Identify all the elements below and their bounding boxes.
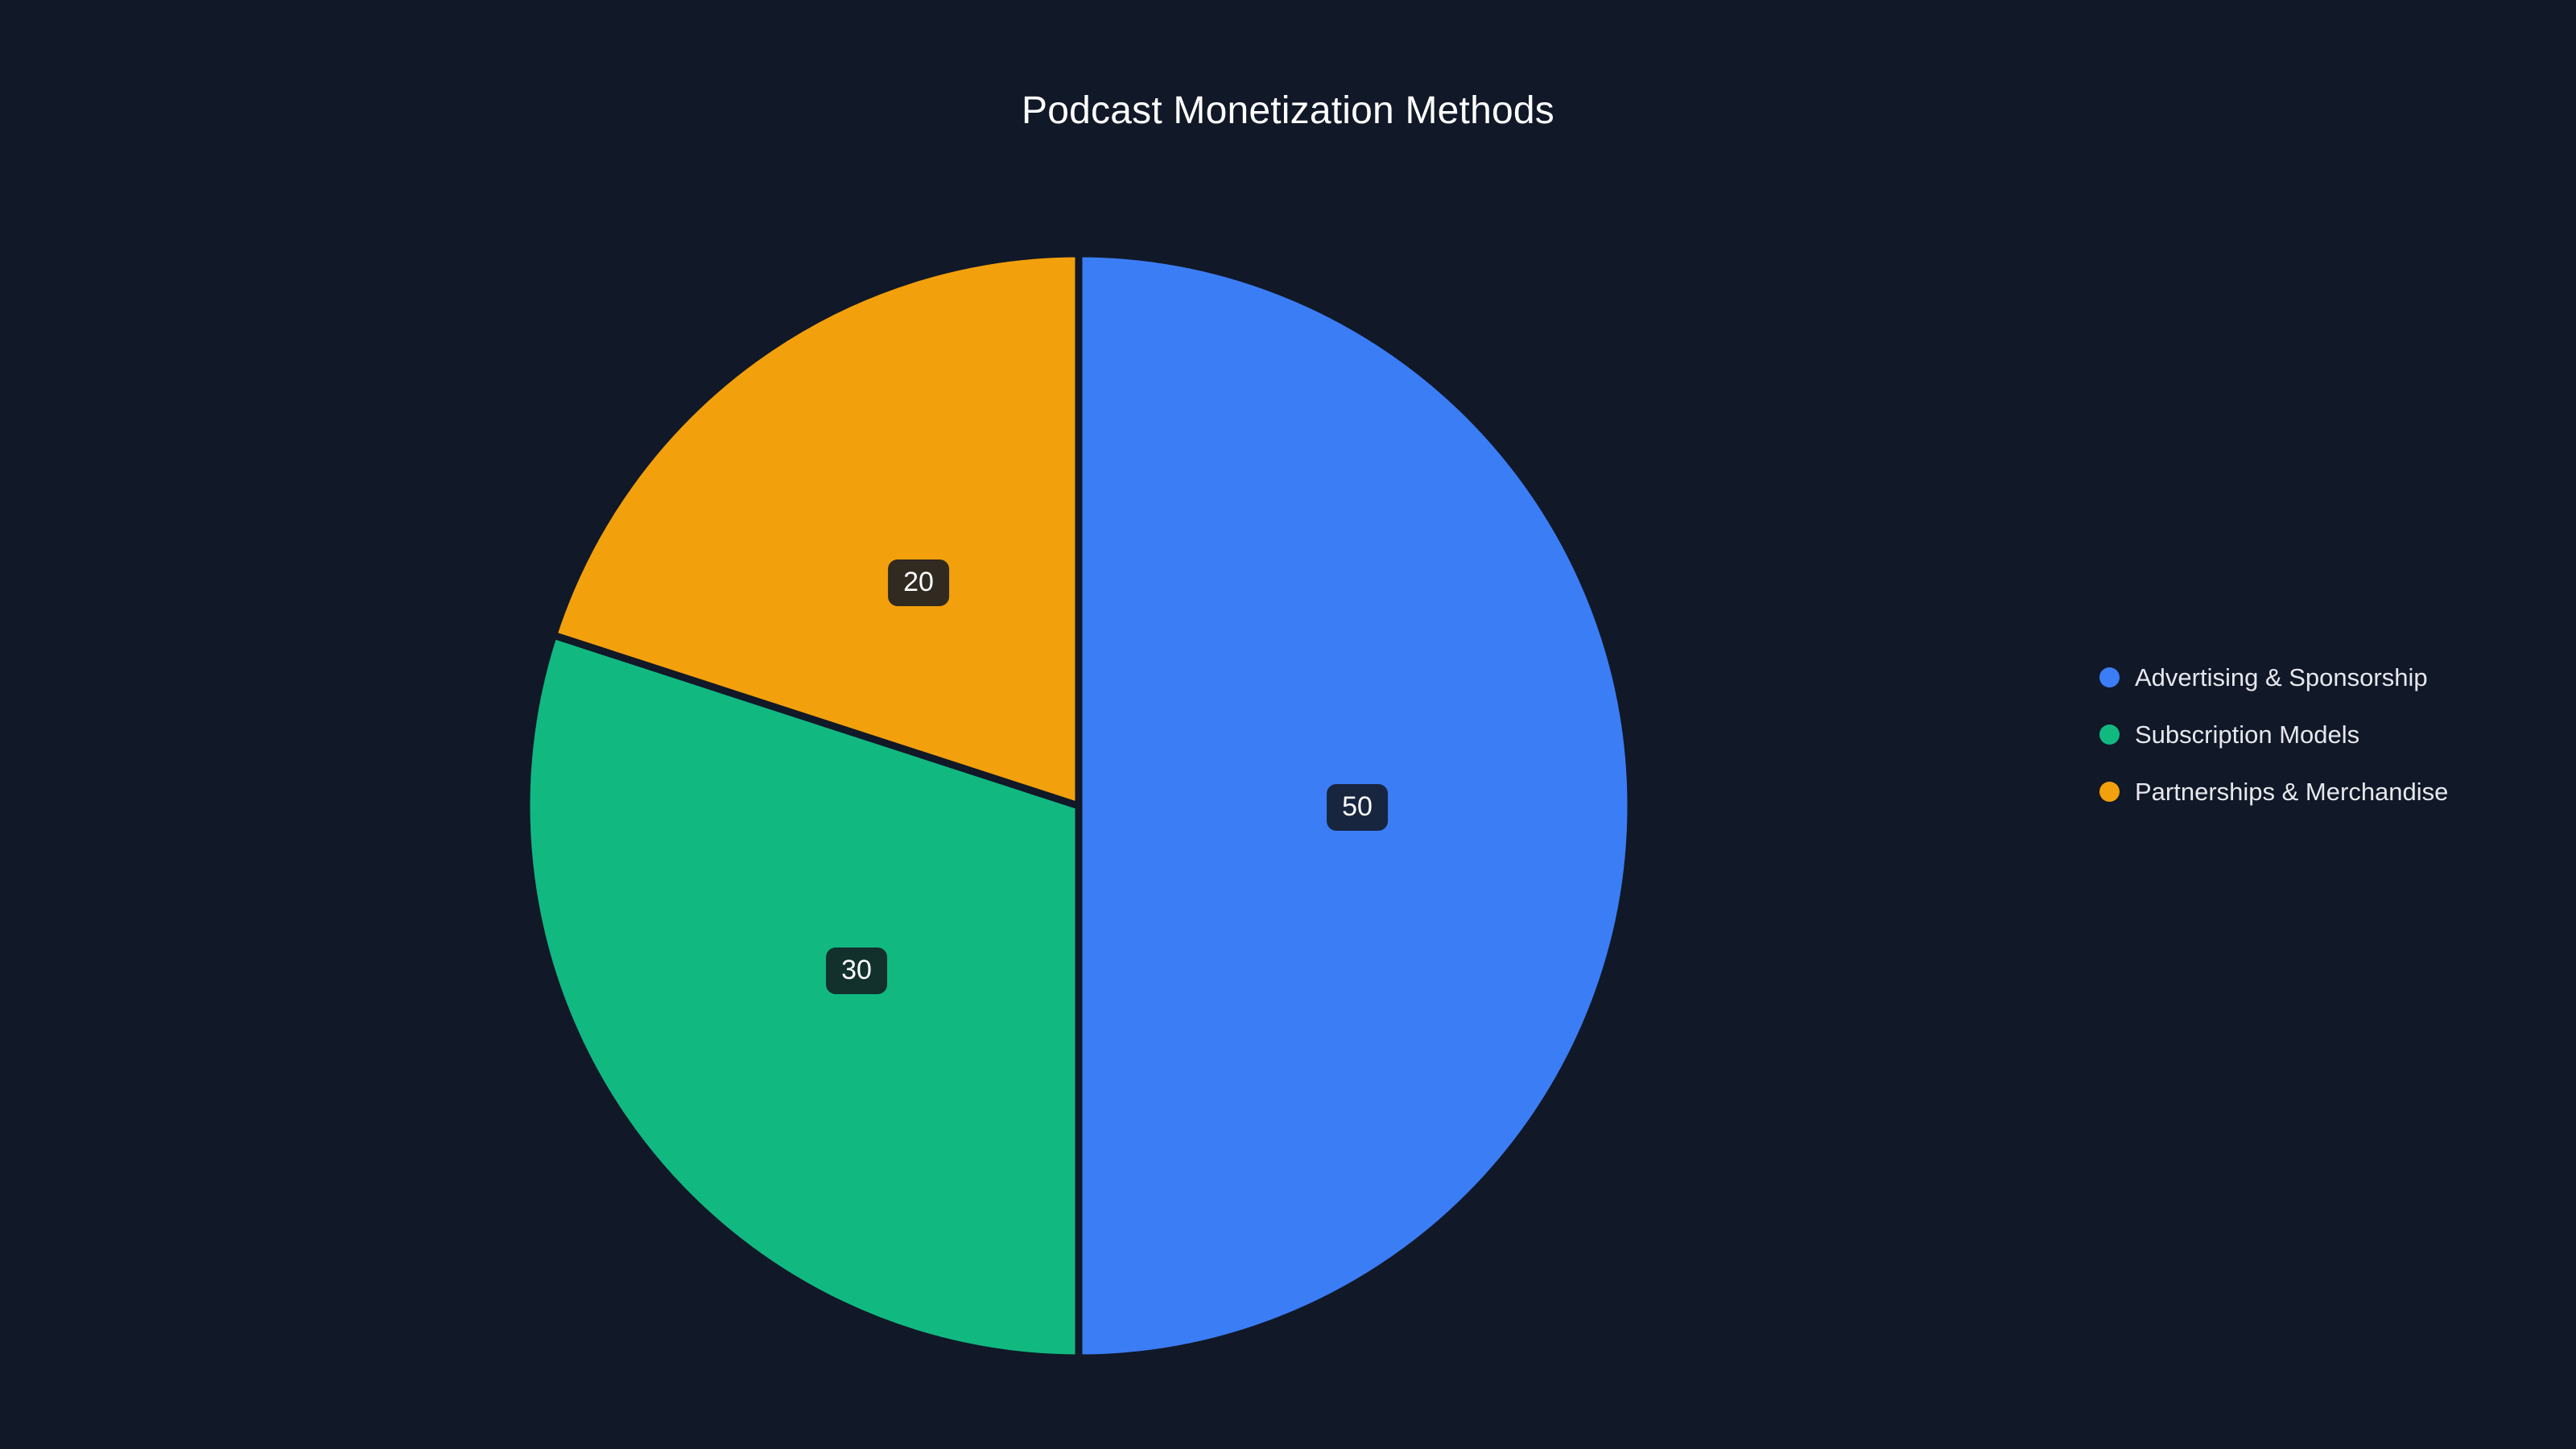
slice-value-label: 20: [888, 559, 949, 606]
slice-value-label: 30: [826, 947, 887, 994]
legend-item-label: Subscription Models: [2135, 720, 2360, 749]
legend-swatch-icon: [2099, 782, 2120, 802]
legend-item[interactable]: Subscription Models: [2099, 706, 2448, 763]
pie-slice-group: [522, 250, 1635, 1362]
pie-slice[interactable]: [550, 250, 1083, 810]
legend-item-label: Partnerships & Merchandise: [2135, 778, 2449, 806]
slice-value-label: 50: [1327, 784, 1388, 831]
legend-item-label: Advertising & Sponsorship: [2135, 663, 2428, 691]
legend-item[interactable]: Advertising & Sponsorship: [2099, 649, 2448, 706]
pie-slice[interactable]: [522, 631, 1083, 1362]
legend-swatch-icon: [2099, 724, 2120, 745]
chart-legend: Advertising & Sponsorship Subscription Mo…: [2099, 649, 2448, 820]
legend-swatch-icon: [2099, 667, 2120, 687]
chart-title: Podcast Monetization Methods: [1022, 89, 1554, 132]
legend-item[interactable]: Partnerships & Merchandise: [2099, 763, 2448, 820]
